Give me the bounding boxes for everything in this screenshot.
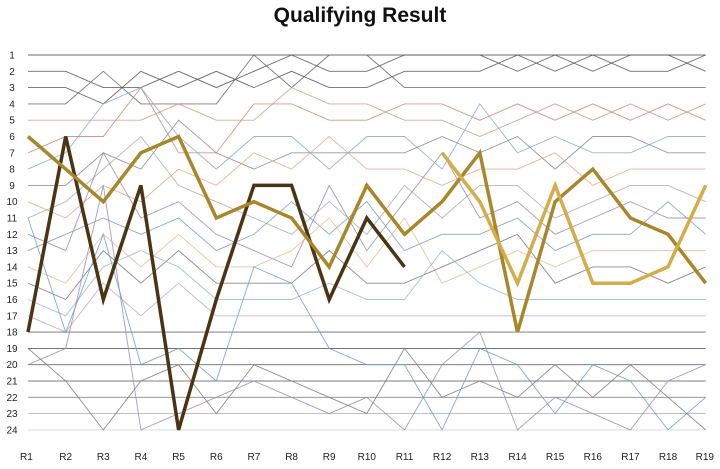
y-tick-label: 3	[9, 83, 15, 94]
background-series-line-25	[27, 185, 706, 431]
y-tick-label: 20	[6, 360, 18, 371]
x-tick-label: R11	[396, 452, 414, 463]
y-tick-label: 21	[6, 377, 18, 388]
y-tick-label: 23	[6, 409, 18, 420]
y-tick-label: 18	[6, 328, 18, 339]
background-series-line-7	[27, 87, 706, 170]
x-tick-label: R15	[546, 452, 565, 463]
x-tick-label: R13	[471, 452, 490, 463]
x-tick-label: R1	[20, 452, 33, 463]
y-tick-label: 17	[6, 311, 18, 322]
y-tick-label: 16	[6, 295, 18, 306]
background-series-line-14	[27, 233, 706, 301]
y-tick-label: 12	[6, 230, 18, 241]
y-tick-label: 13	[6, 246, 18, 257]
y-tick-label: 7	[9, 148, 15, 159]
background-series-line-5	[28, 87, 706, 137]
background-series-line-9	[27, 135, 706, 219]
y-tick-label: 9	[9, 181, 15, 192]
x-tick-label: R17	[621, 452, 640, 463]
background-series-line-15	[27, 249, 706, 317]
background-series-line-8	[28, 119, 706, 186]
y-tick-label: 10	[6, 197, 18, 208]
y-tick-label: 19	[6, 344, 18, 355]
x-tick-label: R16	[584, 452, 603, 463]
y-tick-label: 24	[6, 425, 18, 436]
x-tick-label: R4	[135, 452, 148, 463]
background-series-line-24	[27, 217, 706, 431]
y-tick-label: 11	[7, 214, 18, 225]
y-tick-label: 15	[6, 279, 18, 290]
highlight-series-line-1	[26, 136, 406, 431]
x-tick-label: R12	[433, 452, 452, 463]
y-tick-label: 22	[6, 393, 18, 404]
highlight-series-group	[26, 134, 708, 431]
y-tick-label: 1	[9, 51, 15, 62]
background-series-line-13	[27, 217, 706, 284]
x-tick-label: R3	[97, 452, 110, 463]
background-series-line-26	[27, 347, 706, 431]
background-series-line-10	[27, 135, 706, 235]
chart-title: Qualifying Result	[273, 4, 447, 27]
x-tick-label: R14	[508, 452, 527, 463]
y-tick-label: 5	[9, 116, 15, 127]
highlight-series-line-3	[440, 151, 708, 288]
highlight-series-line-2	[26, 134, 708, 333]
x-tick-label: R2	[59, 452, 72, 463]
x-tick-label: R19	[696, 452, 715, 463]
x-tick-label: R8	[285, 452, 298, 463]
background-series-group	[27, 54, 706, 431]
x-axis-ticks: R1 R2 R3 R4 R5 R6 R7 R8 R9 R10 R11 R12 R13 R14 R15 R16 R…	[20, 452, 714, 463]
y-tick-label: 2	[9, 67, 15, 78]
background-series-line-4	[28, 54, 706, 105]
background-series-line-16	[27, 282, 706, 333]
x-tick-label: R10	[358, 452, 377, 463]
y-tick-label: 8	[9, 165, 15, 176]
x-tick-label: R18	[659, 452, 678, 463]
y-tick-label: 4	[9, 99, 15, 110]
background-series-line-12	[27, 201, 706, 252]
x-tick-label: R6	[210, 452, 223, 463]
y-tick-label: 6	[9, 132, 15, 143]
background-series-line-3	[28, 54, 706, 105]
y-tick-label: 14	[6, 262, 18, 273]
x-tick-label: R9	[323, 452, 336, 463]
x-tick-label: R7	[248, 452, 261, 463]
background-series-line-11	[27, 151, 706, 268]
x-tick-label: R5	[172, 452, 185, 463]
